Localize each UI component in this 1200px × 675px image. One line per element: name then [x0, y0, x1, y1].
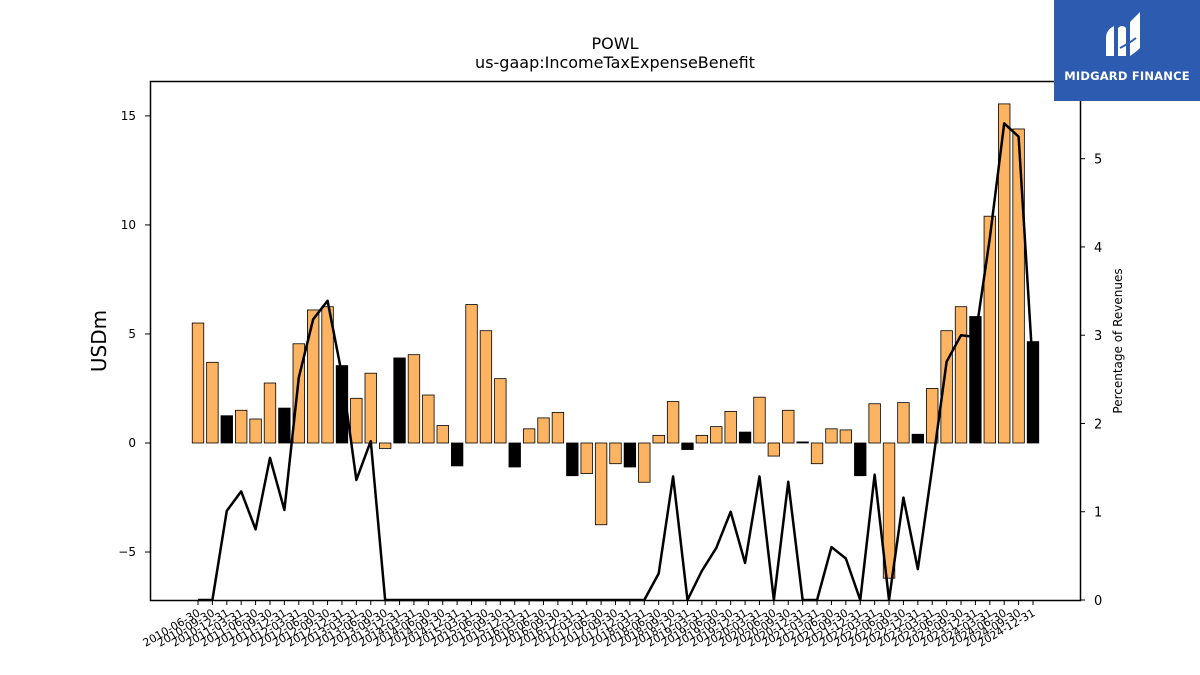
y2-tick-label: 4 [1094, 241, 1102, 256]
bar [623, 442, 637, 468]
bar [393, 357, 406, 444]
y2-axis: 0 1 2 3 4 5 [1080, 153, 1102, 609]
y-tick-label: 15 [121, 109, 136, 123]
bar [940, 330, 953, 444]
bar [450, 442, 464, 467]
y-axis: −5 0 5 10 15 [118, 109, 150, 559]
bar [767, 442, 781, 457]
bar [868, 403, 881, 444]
bar [695, 434, 709, 444]
bar [926, 388, 939, 444]
midgard-finance-logo: MIDGARD FINANCE [1054, 0, 1200, 101]
y2-tick-label: 1 [1094, 506, 1102, 521]
bar [522, 428, 536, 444]
bar [307, 309, 320, 444]
y2-axis-label: Percentage of Revenues [1111, 268, 1125, 413]
bar [854, 442, 867, 477]
logo-text: MIDGARD FINANCE [1064, 69, 1190, 83]
y-tick-label: −5 [118, 545, 136, 559]
x-axis: 2010-06-302010-09-302010-12-312011-03-31… [141, 600, 1038, 650]
bar [537, 417, 550, 444]
bar [566, 442, 579, 477]
bar [249, 418, 262, 444]
y2-tick-label: 3 [1094, 329, 1102, 344]
bar [407, 354, 421, 444]
bar [220, 415, 233, 444]
bar [422, 394, 435, 444]
bar [638, 442, 651, 483]
bar [652, 434, 665, 444]
bar [897, 402, 910, 444]
bar [782, 409, 795, 444]
bar [580, 442, 593, 474]
bar [882, 442, 896, 579]
bar [235, 409, 248, 444]
bar [263, 382, 277, 444]
bar [969, 316, 982, 444]
bar [825, 428, 838, 444]
bar [983, 215, 996, 444]
bar [810, 442, 824, 465]
bar [551, 412, 565, 444]
bar [206, 361, 219, 444]
bar [724, 410, 737, 444]
y2-tick-label: 0 [1094, 594, 1102, 609]
bar [494, 378, 507, 444]
bars-group [191, 103, 1040, 579]
bar [1012, 128, 1025, 444]
bar [666, 401, 680, 444]
bar [710, 426, 723, 444]
y-axis-label: USDm [87, 310, 111, 372]
bar [681, 442, 694, 450]
bar [479, 330, 493, 444]
y-tick-label: 0 [128, 436, 136, 450]
bar [796, 441, 809, 444]
bar [839, 429, 853, 444]
bar [954, 306, 968, 444]
bar [436, 425, 449, 444]
bar [998, 103, 1011, 444]
bar [350, 397, 363, 444]
chart-subtitle: us-gaap:IncomeTaxExpenseBenefit [475, 53, 755, 72]
y-tick-label: 10 [121, 218, 136, 232]
bar [1026, 341, 1040, 444]
bar [594, 442, 608, 526]
y2-tick-label: 2 [1094, 417, 1102, 432]
bar [335, 365, 349, 444]
bar [378, 442, 392, 449]
bar [609, 442, 622, 465]
bar [738, 431, 752, 444]
bar [278, 407, 291, 444]
y2-tick-label: 5 [1094, 153, 1102, 168]
logo-mark-icon [1106, 12, 1140, 56]
bar [508, 442, 521, 468]
bar [364, 372, 377, 444]
y-tick-label: 5 [128, 327, 136, 341]
chart-title: POWL [592, 34, 639, 53]
bar [753, 396, 766, 444]
bar [911, 433, 924, 444]
bar [465, 304, 478, 444]
bar [191, 322, 205, 444]
bar [292, 343, 305, 444]
